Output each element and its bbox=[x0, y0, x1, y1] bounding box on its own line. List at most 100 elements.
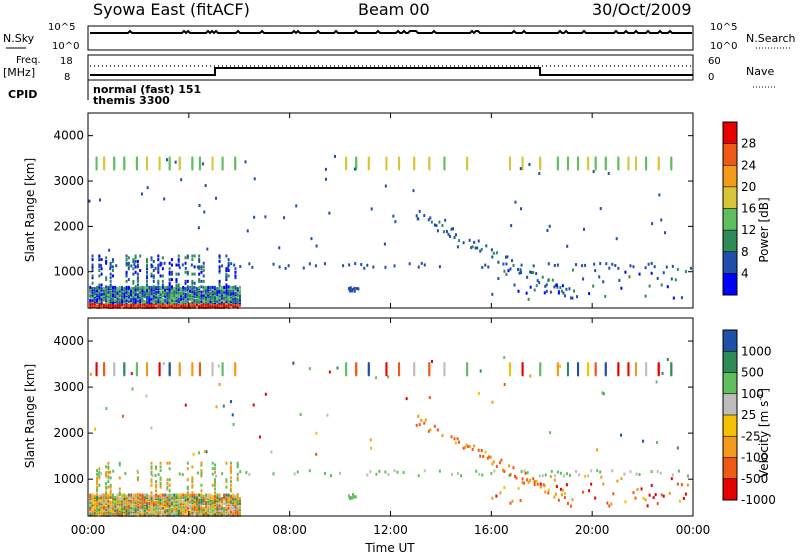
power-cell-548 bbox=[157, 269, 160, 272]
velocity-cell-132 bbox=[105, 485, 108, 489]
velocity-cell-966 bbox=[220, 504, 223, 508]
power-cell-817 bbox=[193, 305, 196, 309]
velocity-cell-1063 bbox=[234, 504, 237, 508]
velocity-cell-1599 bbox=[557, 498, 560, 502]
velocity-colorbar-bin-0 bbox=[723, 478, 737, 500]
power-cell-587 bbox=[161, 256, 164, 260]
velocity-cell-500 bbox=[155, 485, 158, 489]
velocity-cell-1533 bbox=[453, 437, 456, 441]
velocity-cell-51 bbox=[96, 500, 99, 504]
velocity-cell-486 bbox=[155, 513, 158, 517]
velocity-cell-325 bbox=[132, 506, 135, 510]
velocity-cell-708 bbox=[186, 512, 189, 516]
power-cell-180 bbox=[111, 297, 114, 301]
velocity-cell-903 bbox=[211, 467, 214, 471]
power-cell-582 bbox=[161, 285, 164, 289]
velocity-cell-1187 bbox=[95, 362, 98, 366]
power-cell-1237 bbox=[650, 261, 653, 265]
velocity-cell-1576 bbox=[560, 493, 563, 497]
power-cell-703 bbox=[177, 295, 180, 299]
power-cell-15 bbox=[91, 302, 94, 306]
power-cell-1662 bbox=[529, 285, 532, 289]
power-cell-1227 bbox=[599, 262, 602, 266]
velocity-cell-1331 bbox=[367, 362, 370, 366]
velocity-cell-825 bbox=[200, 461, 203, 465]
velocity-cell-767 bbox=[193, 505, 196, 509]
velocity-cell-702 bbox=[184, 503, 187, 507]
power-cell-692 bbox=[175, 279, 178, 283]
power-cell-1358 bbox=[221, 156, 224, 160]
velocity-cell-1692 bbox=[503, 383, 506, 387]
velocity-cell-1107 bbox=[124, 471, 127, 475]
power-cell-1403 bbox=[385, 156, 388, 160]
power-cell-876 bbox=[200, 294, 203, 298]
power-cell-757 bbox=[184, 279, 187, 283]
velocity-cell-1232 bbox=[145, 362, 148, 366]
velocity-cell-694 bbox=[182, 493, 185, 497]
power-cell-713 bbox=[177, 258, 180, 262]
velocity-cell-259 bbox=[121, 493, 124, 497]
velocity-cell-30 bbox=[93, 513, 96, 517]
power-cell-1019 bbox=[218, 256, 221, 260]
velocity-cell-1706 bbox=[354, 495, 357, 499]
power-cell-143 bbox=[107, 292, 110, 296]
velocity-cell-1563 bbox=[523, 481, 526, 485]
velocity-cell-982 bbox=[223, 493, 226, 497]
velocity-cell-1367 bbox=[428, 362, 431, 366]
power-cell-631 bbox=[168, 285, 171, 289]
power-cell-1647 bbox=[568, 287, 571, 291]
power-cell-1712 bbox=[98, 198, 101, 202]
velocity-cell-1659 bbox=[315, 452, 318, 456]
power-cell-1769 bbox=[348, 287, 351, 291]
power-cell-85 bbox=[98, 263, 101, 267]
velocity-cell-25 bbox=[91, 499, 94, 503]
velocity-cell-1647 bbox=[121, 414, 124, 418]
velocity-cell-538 bbox=[159, 461, 162, 465]
power-cell-1676 bbox=[588, 292, 591, 296]
power-ytick-label-0: 1000 bbox=[53, 265, 84, 279]
power-cell-1615 bbox=[485, 244, 488, 248]
velocity-cell-1544 bbox=[479, 454, 482, 458]
power-cell-491 bbox=[150, 256, 153, 260]
velocity-cell-1196 bbox=[103, 362, 106, 366]
power-cell-1202 bbox=[360, 263, 363, 267]
velocity-cell-1149 bbox=[520, 470, 523, 474]
power-cell-1230 bbox=[611, 262, 614, 266]
power-cell-551 bbox=[157, 263, 160, 267]
power-cell-1064 bbox=[225, 276, 228, 280]
velocity-cell-82 bbox=[98, 467, 101, 471]
velocity-cell-722 bbox=[186, 487, 189, 491]
power-cell-1604 bbox=[458, 239, 461, 243]
velocity-cell-1574 bbox=[553, 495, 556, 499]
power-cell-135 bbox=[105, 256, 108, 260]
power-cell-1188 bbox=[239, 264, 242, 268]
velocity-cell-1045 bbox=[232, 506, 235, 510]
power-cell-1607 bbox=[470, 246, 473, 250]
velocity-cell-1088 bbox=[236, 465, 239, 469]
velocity-colorbar-bin-6 bbox=[723, 351, 737, 373]
power-colorbar-label-1: 8 bbox=[741, 245, 749, 259]
power-cell-546 bbox=[157, 279, 160, 283]
velocity-cell-1031 bbox=[229, 487, 232, 491]
power-cell-1529 bbox=[604, 156, 607, 160]
velocity-cell-1657 bbox=[184, 403, 187, 407]
power-cell-549 bbox=[157, 267, 160, 271]
velocity-cell-1403 bbox=[521, 362, 524, 366]
power-colorbar: 4 8 12 16 20 24 28 bbox=[722, 121, 756, 296]
power-cell-1668 bbox=[547, 278, 550, 282]
velocity-cell-221 bbox=[116, 493, 119, 497]
power-cell-342 bbox=[132, 258, 135, 262]
power-cell-843 bbox=[195, 287, 198, 291]
power-cell-104 bbox=[100, 258, 103, 262]
power-cell-1638 bbox=[553, 285, 556, 289]
velocity-cell-1085 bbox=[236, 478, 239, 482]
velocity-cell-1688 bbox=[596, 448, 599, 452]
power-cell-829 bbox=[193, 272, 196, 276]
power-cell-448 bbox=[145, 283, 148, 287]
velocity-cell-547 bbox=[161, 497, 164, 501]
power-cell-1203 bbox=[363, 266, 366, 270]
velocity-cell-665 bbox=[177, 498, 180, 502]
power-cell-826 bbox=[193, 289, 196, 293]
power-cell-130 bbox=[105, 285, 108, 289]
